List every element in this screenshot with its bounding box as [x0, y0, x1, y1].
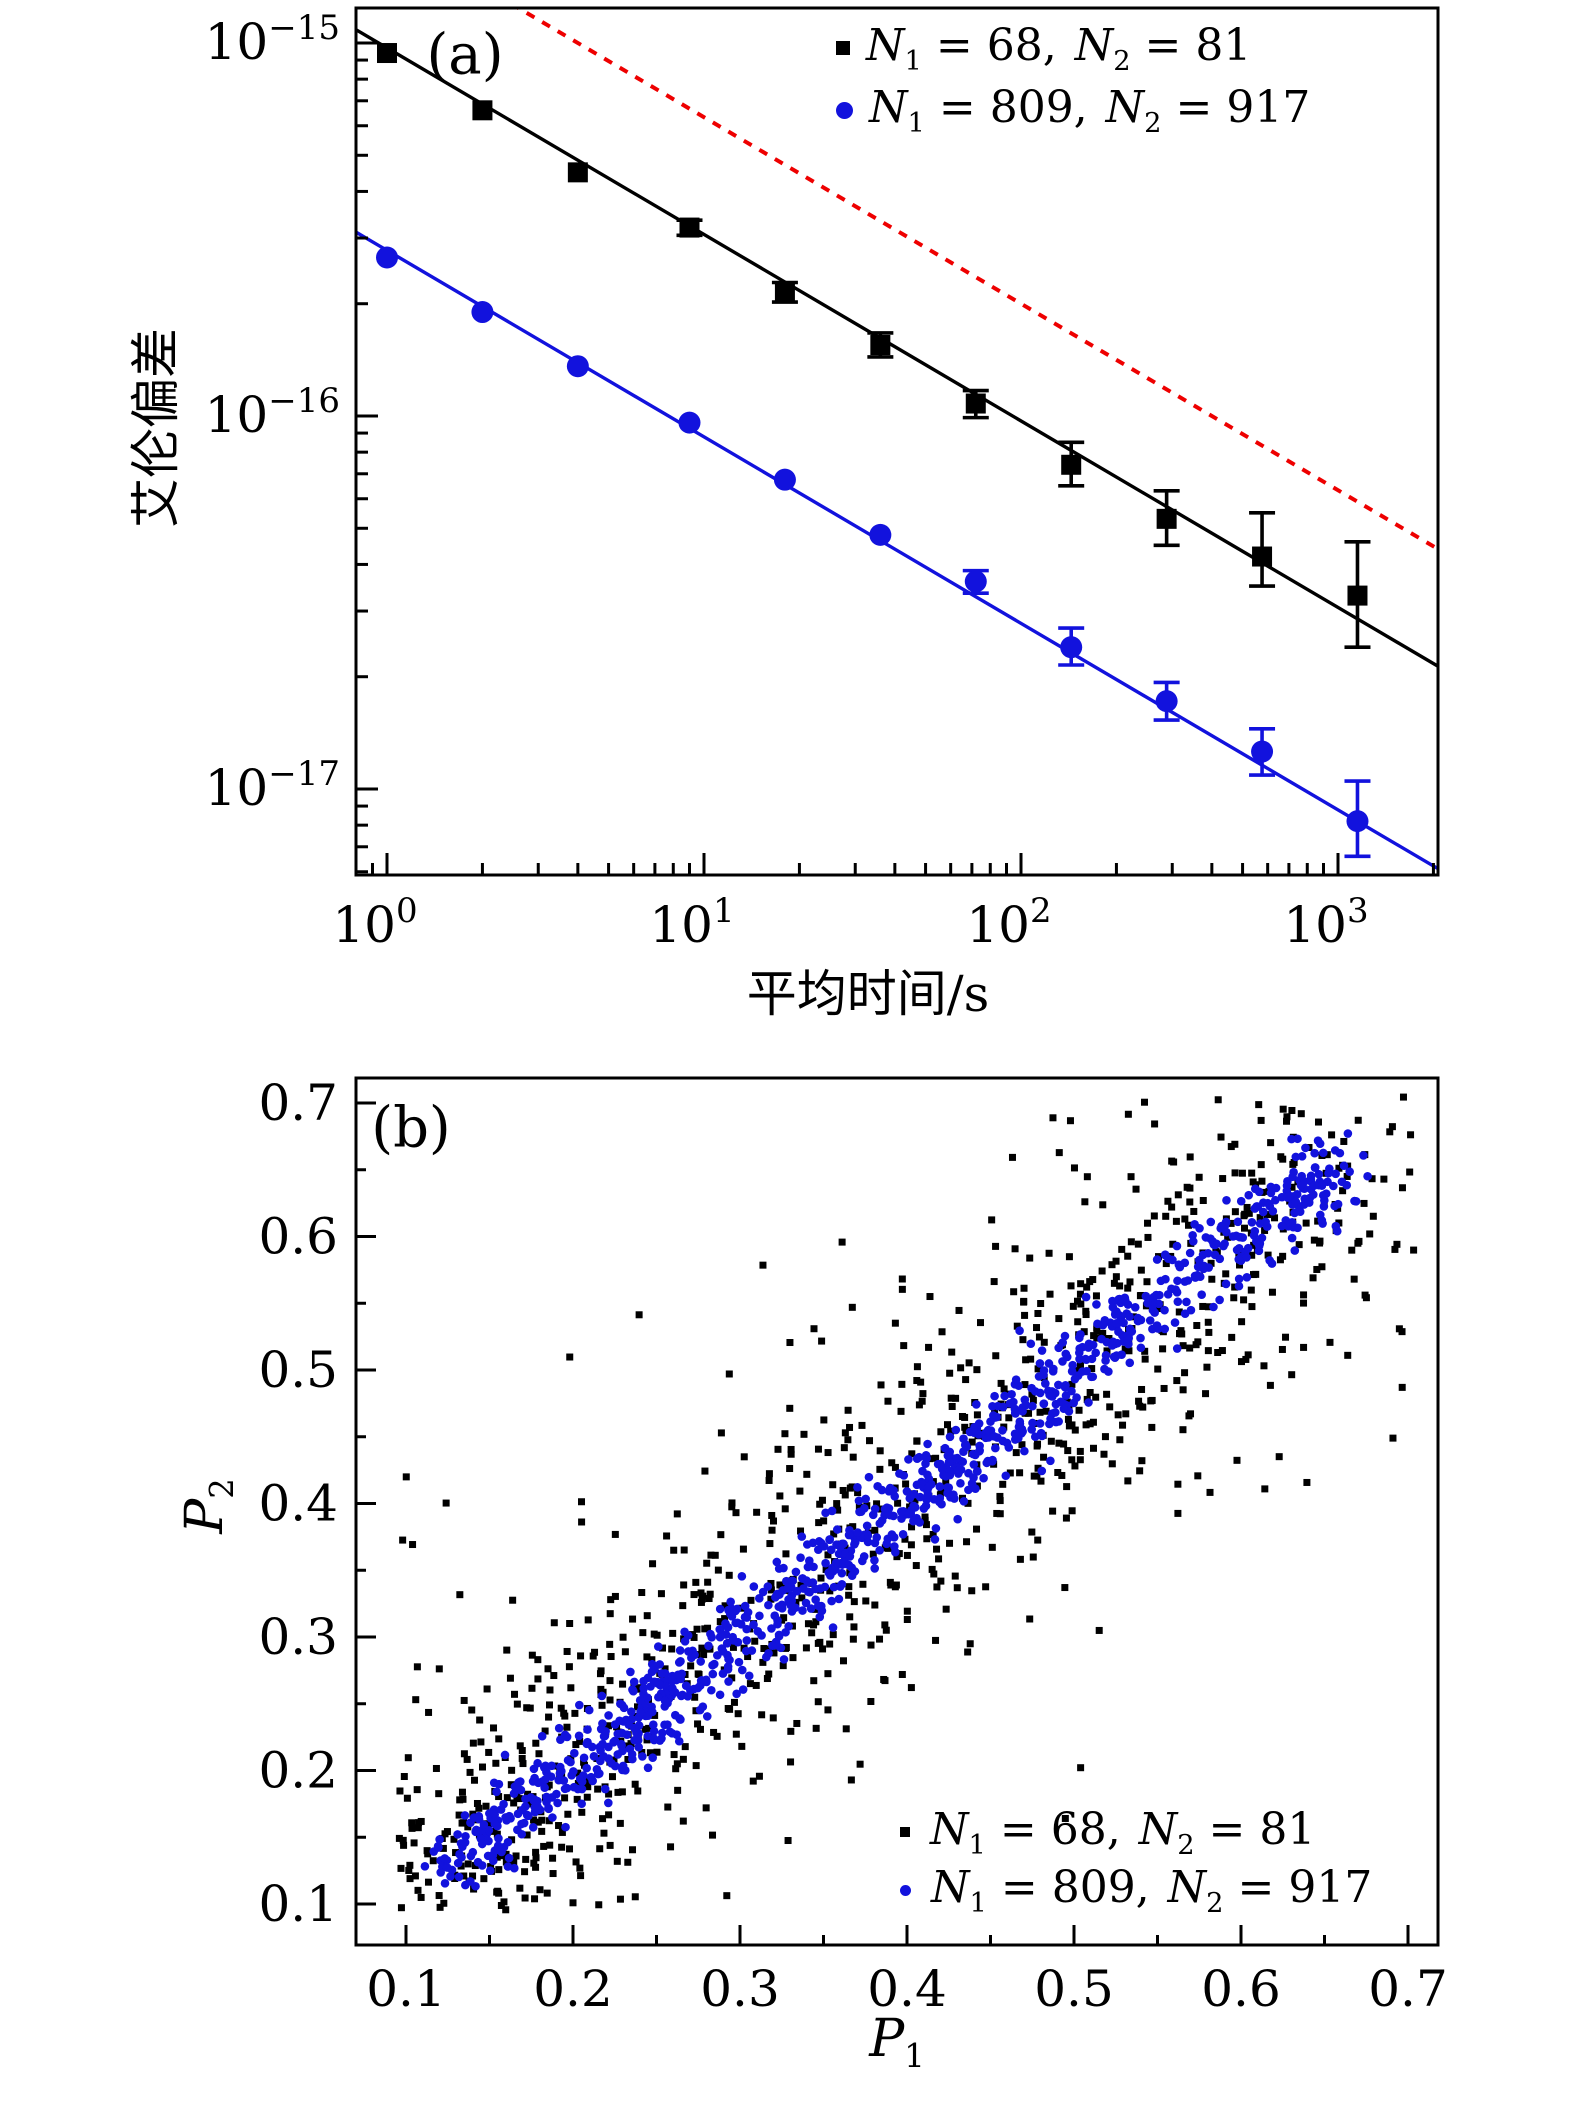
svg-text:0.5: 0.5 — [1034, 1960, 1114, 2018]
legend-item-label: N1 = 68, N2 = 81 — [930, 1803, 1316, 1861]
legend-item: N1 = 68, N2 = 81 — [836, 17, 1310, 79]
svg-text:0.7: 0.7 — [1368, 1960, 1448, 2018]
panel-a-y-axis-title: 艾伦偏差 — [127, 328, 185, 528]
svg-text:0.7: 0.7 — [258, 1074, 338, 1132]
svg-text:0.4: 0.4 — [867, 1960, 947, 2018]
svg-text:0.2: 0.2 — [533, 1960, 613, 2018]
black-square-marker-icon — [900, 1827, 910, 1837]
svg-text:0.2: 0.2 — [258, 1742, 338, 1800]
svg-text:0.1: 0.1 — [258, 1875, 338, 1933]
svg-text:103: 103 — [1283, 891, 1368, 954]
panel-b-y-axis-title: P2 — [174, 1478, 242, 1534]
panel-b-label: (b) — [371, 1095, 451, 1161]
svg-text:10−17: 10−17 — [205, 754, 340, 817]
black-square-marker-icon — [836, 41, 850, 55]
svg-text:0.3: 0.3 — [258, 1608, 338, 1666]
svg-text:0.4: 0.4 — [258, 1475, 338, 1533]
svg-text:102: 102 — [966, 891, 1051, 954]
blue-circle-marker-icon — [836, 101, 853, 119]
legend-item: N1 = 809, N2 = 917 — [836, 79, 1310, 141]
svg-text:101: 101 — [649, 891, 734, 954]
legend-item: N1 = 809, N2 = 917 — [900, 1861, 1372, 1919]
panel-b-x-axis-title: P1 — [869, 2008, 925, 2076]
legend-item-label: N1 = 809, N2 = 917 — [869, 81, 1311, 139]
panel-a-label: (a) — [426, 22, 504, 88]
panel-b-plot: 0.1 0.2 0.3 0.4 0.5 0.6 0.7 0.1 0.2 0.3 0.4 0.5 0.6 0… — [258, 1074, 1447, 2018]
svg-text:100: 100 — [332, 891, 417, 954]
blue-circle-marker-icon — [900, 1884, 911, 1896]
panel-b-legend: N1 = 68, N2 = 81 N1 = 809, N2 = 917 — [900, 1803, 1372, 1919]
legend-item-label: N1 = 809, N2 = 917 — [931, 1861, 1373, 1919]
svg-text:0.6: 0.6 — [258, 1208, 338, 1266]
svg-text:0.1: 0.1 — [366, 1960, 446, 2018]
svg-text:0.5: 0.5 — [258, 1341, 338, 1399]
panel-a-plot: 100 101 102 103 10−15 10−16 10−17 — [205, 6, 1440, 954]
panel-a-legend: N1 = 68, N2 = 81 N1 = 809, N2 = 917 — [836, 17, 1310, 141]
svg-text:10−15: 10−15 — [205, 8, 340, 71]
legend-item-label: N1 = 68, N2 = 81 — [866, 19, 1252, 77]
svg-text:0.6: 0.6 — [1201, 1960, 1281, 2018]
legend-item: N1 = 68, N2 = 81 — [900, 1803, 1372, 1861]
panel-a-x-axis-title: 平均时间/s — [746, 965, 990, 1023]
svg-text:10−16: 10−16 — [205, 381, 340, 444]
svg-text:0.3: 0.3 — [700, 1960, 780, 2018]
